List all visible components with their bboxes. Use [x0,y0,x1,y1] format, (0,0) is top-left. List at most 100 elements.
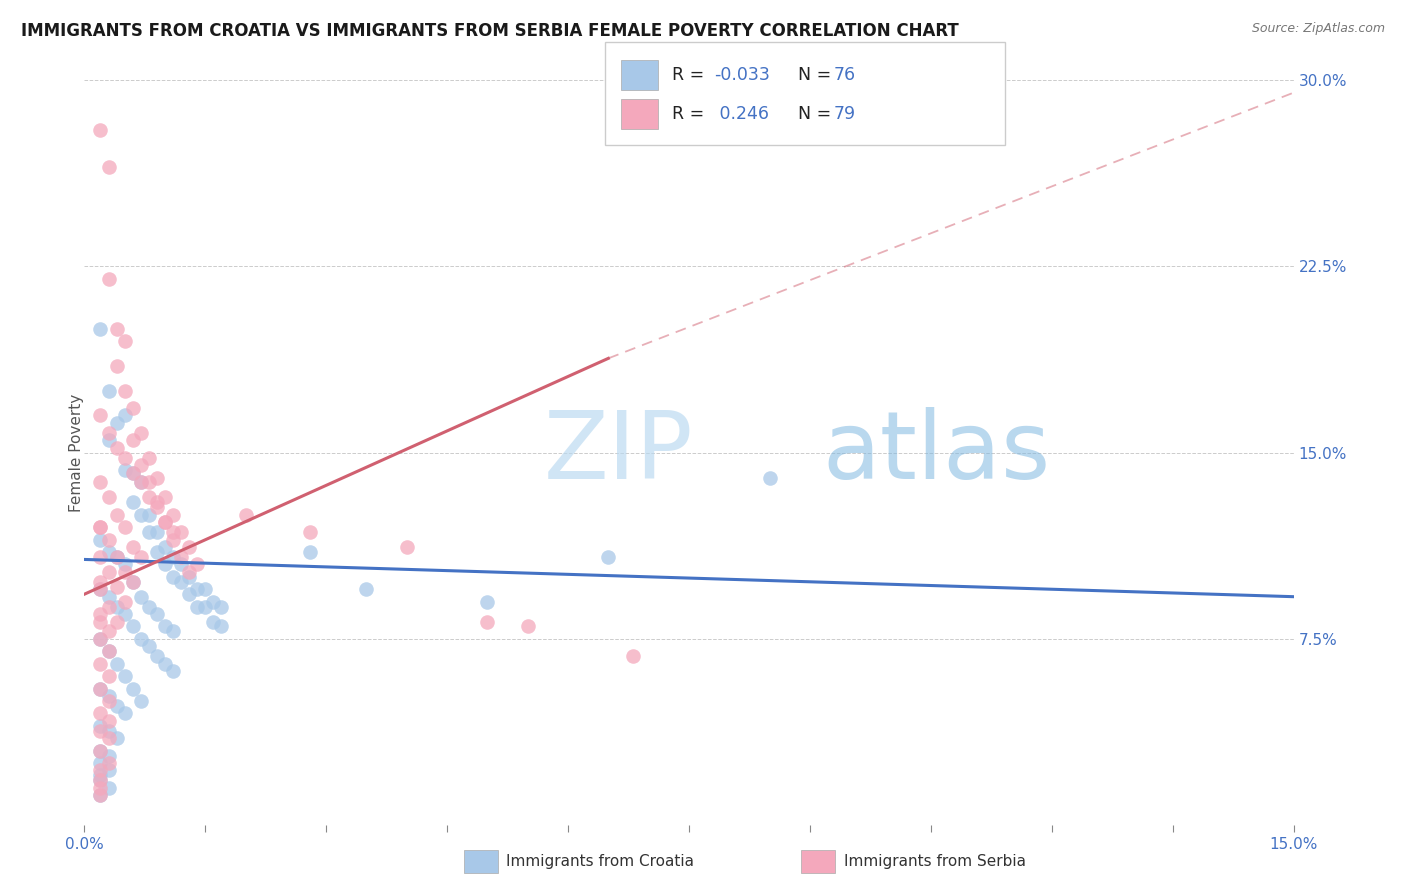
Point [121,466,143,480]
Point [114,558,136,572]
Point [516,619,538,633]
Point [209,599,232,614]
Point [89,719,111,733]
Point [97,694,120,708]
Text: ZIP: ZIP [544,407,693,499]
Point [129,475,152,490]
Point [179,565,201,579]
Point [97,272,120,286]
Point [114,669,136,683]
Point [162,664,184,678]
Point [121,434,143,448]
Point [97,160,120,174]
Point [235,508,257,522]
Point [146,500,169,515]
Point [129,475,152,490]
Point [209,619,232,633]
Point [97,624,120,639]
Point [146,470,169,484]
Point [97,644,120,658]
Point [89,582,111,597]
Point [202,594,225,608]
Point [89,632,111,646]
Point [146,545,169,559]
Point [89,681,111,696]
Point [105,321,128,335]
Text: R =: R = [672,105,710,123]
Point [114,463,136,477]
Point [395,540,418,554]
Point [758,470,780,484]
Point [170,525,193,540]
Point [121,495,143,509]
Point [89,475,111,490]
Point [89,574,111,589]
Point [162,549,184,564]
Text: 79: 79 [834,105,856,123]
Point [89,773,111,788]
Text: Immigrants from Croatia: Immigrants from Croatia [506,855,695,869]
Point [114,334,136,348]
Point [138,450,160,465]
Point [162,508,184,522]
Point [89,768,111,782]
Point [121,574,143,589]
Point [121,540,143,554]
Point [97,723,120,738]
Text: N =: N = [787,66,837,84]
Point [129,590,152,604]
Point [153,540,176,554]
Point [138,640,160,654]
Point [89,744,111,758]
Point [97,590,120,604]
Point [129,508,152,522]
Text: Immigrants from Serbia: Immigrants from Serbia [844,855,1025,869]
Point [105,698,128,713]
Point [105,599,128,614]
Point [105,549,128,564]
Point [97,669,120,683]
Point [97,780,120,795]
Text: Source: ZipAtlas.com: Source: ZipAtlas.com [1251,22,1385,36]
Point [97,644,120,658]
Point [105,416,128,430]
Point [299,525,322,540]
Text: atlas: atlas [823,407,1050,499]
Point [97,689,120,703]
Point [129,458,152,472]
Point [89,533,111,547]
Point [89,657,111,671]
Point [146,525,169,540]
Point [121,574,143,589]
Point [89,520,111,534]
Point [153,491,176,505]
Point [89,582,111,597]
Point [89,706,111,721]
Point [89,123,111,137]
Point [114,565,136,579]
Point [477,615,499,629]
Point [105,549,128,564]
Point [153,515,176,529]
Point [162,624,184,639]
Point [89,723,111,738]
Point [477,594,499,608]
Point [186,582,208,597]
Point [89,756,111,770]
Point [138,508,160,522]
Point [153,515,176,529]
Point [97,565,120,579]
Point [138,525,160,540]
Point [162,525,184,540]
Point [114,594,136,608]
Point [121,401,143,415]
Point [89,681,111,696]
Point [105,657,128,671]
Point [129,694,152,708]
Point [121,681,143,696]
Point [105,615,128,629]
Point [129,549,152,564]
Point [170,574,193,589]
Point [105,508,128,522]
Point [97,384,120,398]
